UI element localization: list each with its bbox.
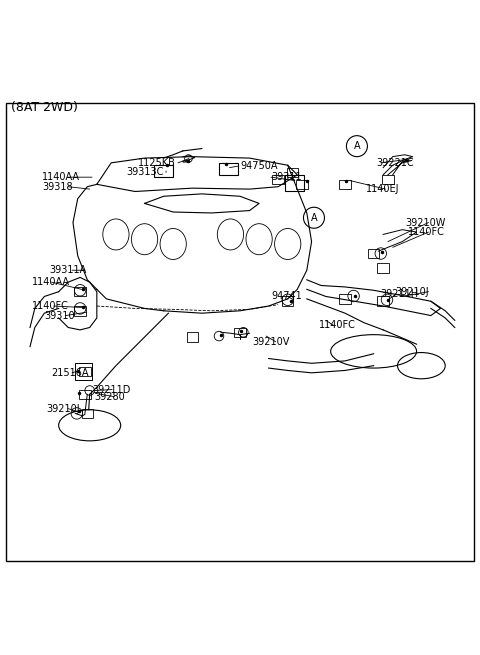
Text: A: A	[354, 141, 360, 151]
Text: 1140EJ: 1140EJ	[366, 184, 400, 194]
Text: 39311A: 39311A	[49, 265, 86, 275]
Text: 1140AA: 1140AA	[33, 277, 71, 287]
Text: 39211H: 39211H	[381, 289, 419, 299]
Text: 21516A: 21516A	[51, 368, 89, 378]
Text: 39211D: 39211D	[92, 384, 131, 394]
Text: (8AT 2WD): (8AT 2WD)	[11, 101, 78, 114]
Text: 39210J: 39210J	[47, 403, 80, 413]
Text: 39280: 39280	[95, 392, 125, 402]
Text: 1140FC: 1140FC	[33, 301, 69, 311]
Text: 39310: 39310	[44, 310, 75, 320]
Text: 39210V: 39210V	[252, 337, 289, 346]
Text: 94741: 94741	[271, 291, 302, 301]
Text: 39210W: 39210W	[405, 217, 445, 227]
Text: 94750A: 94750A	[240, 161, 277, 171]
Text: 39210J: 39210J	[395, 287, 429, 297]
Text: 39313C: 39313C	[126, 168, 164, 178]
Text: 39311: 39311	[271, 172, 301, 182]
Text: 39318: 39318	[42, 181, 72, 192]
Text: 1125KB: 1125KB	[138, 158, 176, 168]
Text: A: A	[311, 213, 317, 223]
Text: 1140AA: 1140AA	[42, 172, 80, 182]
Text: 1140FC: 1140FC	[319, 320, 356, 330]
Text: 1140FC: 1140FC	[408, 227, 445, 237]
Text: 39221C: 39221C	[377, 158, 414, 168]
